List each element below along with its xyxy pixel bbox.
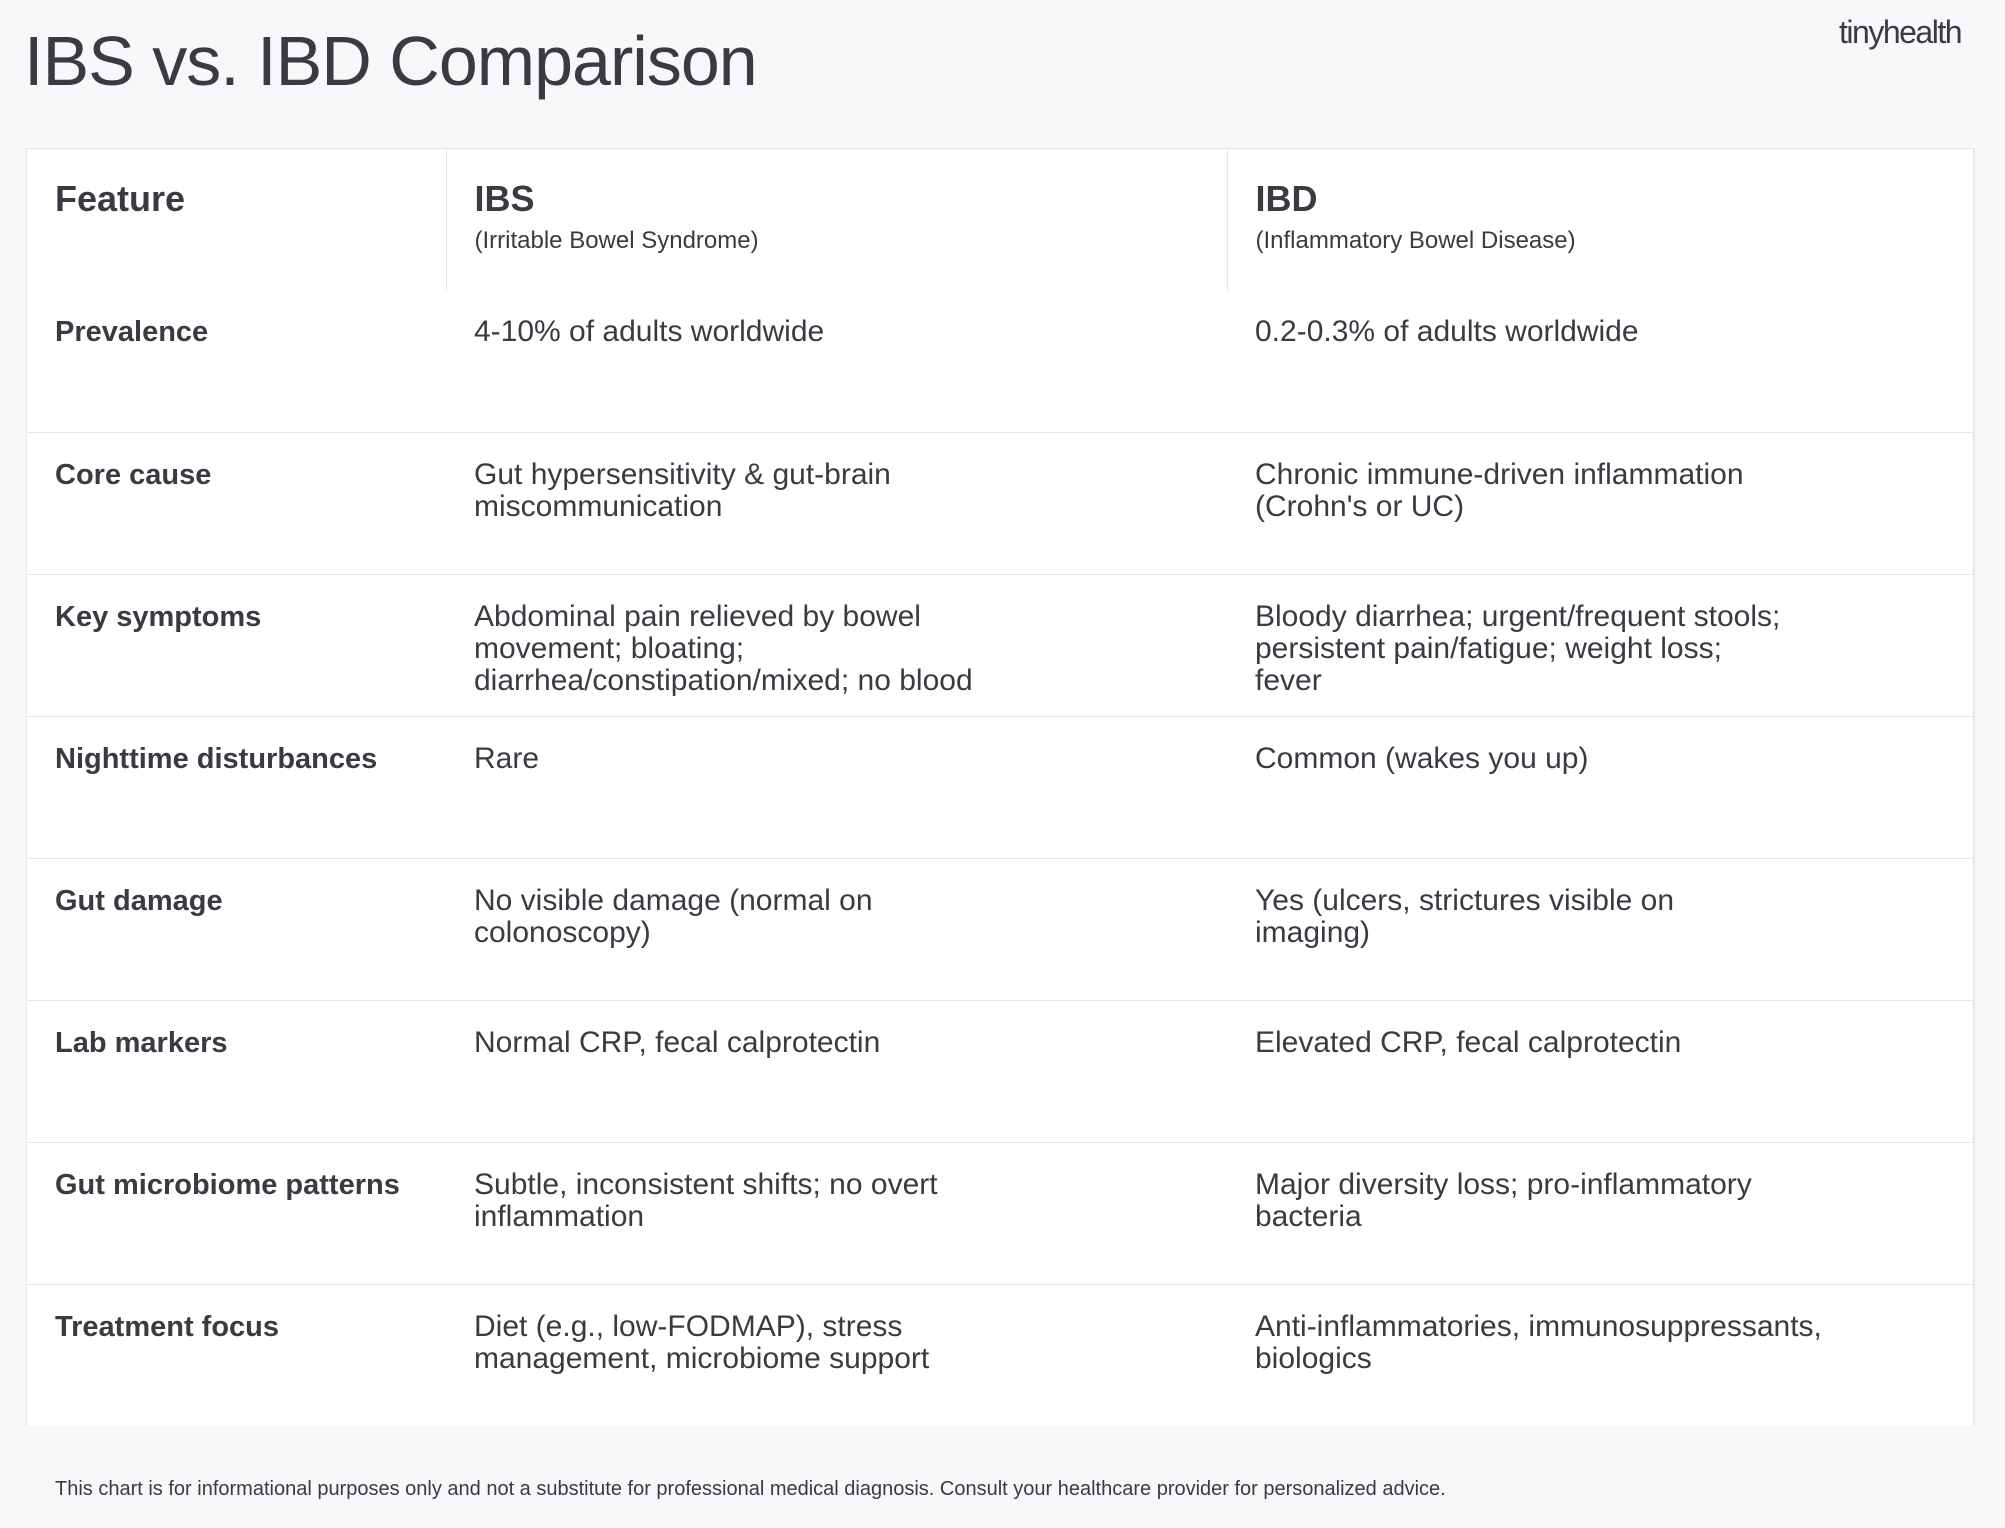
ibs-cell: Subtle, inconsistent shifts; no overt in…: [446, 1142, 1227, 1284]
ibs-cell: 4-10% of adults worldwide: [446, 290, 1227, 432]
table-row: Core cause Gut hypersensitivity & gut-br…: [27, 432, 1973, 574]
ibd-cell: Major diversity loss; pro-inflammatory b…: [1227, 1142, 1973, 1284]
ibd-cell: Yes (ulcers, strictures visible on imagi…: [1227, 858, 1973, 1000]
ibd-value: 0.2-0.3% of adults worldwide: [1255, 315, 1639, 348]
column-header-label: IBS: [474, 178, 535, 219]
feature-cell: Gut microbiome patterns: [55, 1168, 400, 1201]
ibd-value: Chronic immune-driven inflammation (Croh…: [1255, 457, 1744, 523]
column-header-label: IBD: [1255, 178, 1318, 219]
column-header-label: Feature: [55, 178, 186, 219]
ibd-cell: 0.2-0.3% of adults worldwide: [1227, 290, 1973, 432]
ibs-value: Diet (e.g., low-FODMAP), stress manageme…: [474, 1309, 930, 1375]
ibd-cell: Chronic immune-driven inflammation (Croh…: [1227, 432, 1973, 574]
table-row: Gut damage No visible damage (normal on …: [27, 858, 1973, 1000]
ibd-value: Common (wakes you up): [1255, 741, 1589, 775]
page-title: IBS vs. IBD Comparison: [24, 22, 758, 100]
ibs-cell: Rare: [446, 716, 1227, 858]
ibs-value: Gut hypersensitivity & gut-brain miscomm…: [474, 457, 891, 523]
ibs-value: Abdominal pain relieved by bowel movemen…: [474, 599, 973, 697]
ibs-cell: No visible damage (normal on colonoscopy…: [446, 858, 1227, 1000]
comparison-table: Feature IBS (Irritable Bowel Syndrome) I…: [27, 149, 1973, 1426]
column-header-feature: Feature: [27, 149, 446, 290]
ibs-value: Normal CRP, fecal calprotectin: [474, 1025, 881, 1059]
table-row: Prevalence 4-10% of adults worldwide 0.2…: [27, 290, 1973, 432]
ibs-cell: Diet (e.g., low-FODMAP), stress manageme…: [446, 1284, 1227, 1426]
ibs-cell: Gut hypersensitivity & gut-brain miscomm…: [446, 432, 1227, 574]
feature-cell: Treatment focus: [55, 1310, 279, 1343]
table-row: Key symptoms Abdominal pain relieved by …: [27, 574, 1973, 716]
feature-cell: Key symptoms: [55, 600, 262, 633]
table-row: Nighttime disturbances Rare Common (wake…: [27, 716, 1973, 858]
ibs-value: Subtle, inconsistent shifts; no overt in…: [474, 1167, 938, 1233]
ibd-value: Yes (ulcers, strictures visible on imagi…: [1255, 883, 1675, 949]
ibd-value: Elevated CRP, fecal calprotectin: [1255, 1025, 1682, 1059]
table-row: Treatment focus Diet (e.g., low-FODMAP),…: [27, 1284, 1973, 1426]
column-header-ibd: IBD (Inflammatory Bowel Disease): [1226, 149, 1973, 290]
ibd-value: Major diversity loss; pro-inflammatory b…: [1255, 1167, 1752, 1233]
ibs-cell: Normal CRP, fecal calprotectin: [446, 1000, 1227, 1142]
feature-cell: Gut damage: [55, 884, 223, 917]
table-header-row: Feature IBS (Irritable Bowel Syndrome) I…: [27, 149, 1973, 290]
ibs-cell: Abdominal pain relieved by bowel movemen…: [446, 574, 1227, 716]
feature-cell: Prevalence: [55, 316, 209, 348]
feature-cell: Nighttime disturbances: [55, 742, 378, 775]
tinyhealth-logo: tinyhealth: [1839, 14, 1962, 50]
ibs-value: No visible damage (normal on colonoscopy…: [474, 883, 873, 949]
feature-cell: Lab markers: [55, 1026, 228, 1059]
ibd-cell: Anti-inflammatories, immunosuppressants,…: [1227, 1284, 1973, 1426]
disclaimer-text: This chart is for informational purposes…: [55, 1478, 1446, 1500]
feature-cell: Core cause: [55, 458, 212, 491]
ibd-cell: Common (wakes you up): [1227, 716, 1973, 858]
ibd-cell: Elevated CRP, fecal calprotectin: [1227, 1000, 1973, 1142]
column-header-subtitle: (Irritable Bowel Syndrome): [474, 227, 759, 254]
ibs-value: 4-10% of adults worldwide: [474, 315, 825, 348]
column-header-subtitle: (Inflammatory Bowel Disease): [1255, 227, 1576, 254]
ibd-cell: Bloody diarrhea; urgent/frequent stools;…: [1227, 574, 1973, 716]
ibs-value: Rare: [474, 741, 540, 775]
table-row: Lab markers Normal CRP, fecal calprotect…: [27, 1000, 1973, 1142]
column-header-ibs: IBS (Irritable Bowel Syndrome): [445, 149, 1227, 290]
comparison-table-card: Feature IBS (Irritable Bowel Syndrome) I…: [26, 148, 1975, 1426]
ibd-value: Anti-inflammatories, immunosuppressants,…: [1255, 1309, 1822, 1375]
ibd-value: Bloody diarrhea; urgent/frequent stools;…: [1255, 599, 1781, 697]
table-row: Gut microbiome patterns Subtle, inconsis…: [27, 1142, 1973, 1284]
